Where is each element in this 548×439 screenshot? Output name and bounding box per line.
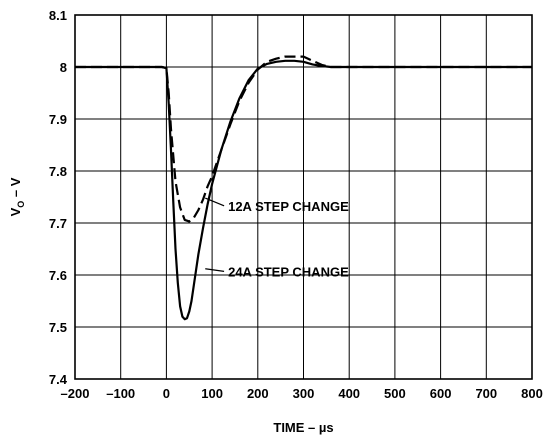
x-tick-label: 0: [163, 386, 170, 401]
y-tick-label: 7.4: [49, 372, 68, 387]
x-tick-label: 600: [430, 386, 452, 401]
x-tick-label: 300: [293, 386, 315, 401]
series-line-24a: [75, 59, 532, 321]
x-tick-label: 500: [384, 386, 406, 401]
y-tick-label: 7.7: [49, 216, 67, 231]
x-axis-label: TIME – µs: [273, 420, 333, 435]
annotation-label-12a: 12A STEP CHANGE: [228, 199, 349, 214]
y-tick-label: 8.1: [49, 8, 67, 23]
x-tick-label: 100: [201, 386, 223, 401]
annotation-label-24a: 24A STEP CHANGE: [228, 264, 349, 279]
plot-frame: [74, 14, 533, 380]
annotation-layer: 12A STEP CHANGE 24A STEP CHANGE: [205, 197, 349, 279]
grid: [74, 14, 533, 380]
y-axis-label-subscript: O: [16, 201, 26, 208]
x-tick-label: –100: [106, 386, 135, 401]
y-axis-label-rest: – V: [8, 177, 23, 200]
x-tick-label: 200: [247, 386, 269, 401]
x-tick-label: 700: [475, 386, 497, 401]
x-tick-label: –200: [61, 386, 90, 401]
y-axis-label: VO – V: [8, 177, 26, 216]
annotation-leader-24a: [205, 268, 225, 272]
y-tick-labels: 7.4 7.5 7.6 7.7 7.8 7.9 8 8.1: [49, 8, 68, 387]
x-tick-labels: –200 –100 0 100 200 300 400 500 600 700 800: [61, 386, 543, 401]
y-tick-label: 7.8: [49, 164, 67, 179]
series-layer: [75, 55, 532, 321]
x-tick-label: 800: [521, 386, 543, 401]
y-tick-label: 7.9: [49, 112, 67, 127]
y-tick-label: 8: [60, 60, 67, 75]
y-axis-label-main: V: [8, 207, 23, 216]
y-tick-label: 7.5: [49, 320, 67, 335]
x-tick-label: 400: [338, 386, 360, 401]
annotation-leader-12a: [205, 197, 225, 207]
y-tick-label: 7.6: [49, 268, 67, 283]
